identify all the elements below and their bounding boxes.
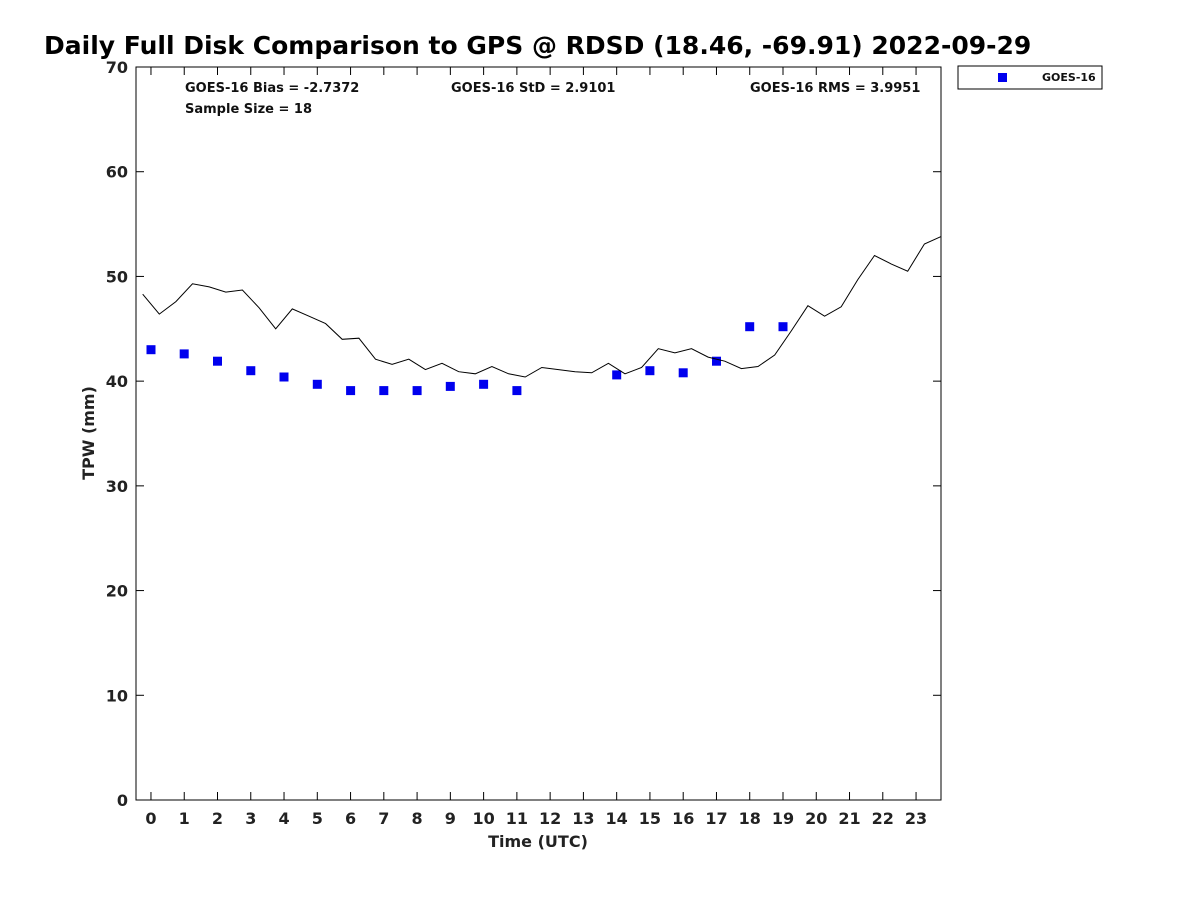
- x-tick-label: 10: [472, 809, 494, 828]
- x-tick-label: 6: [345, 809, 356, 828]
- goes16-point: [479, 379, 489, 389]
- y-tick-label: 60: [106, 163, 128, 182]
- goes16-point: [678, 368, 688, 378]
- legend: GOES-16: [957, 65, 1103, 90]
- legend-box: [957, 65, 1103, 90]
- goes16-point: [612, 370, 622, 380]
- sample-size-stat: Sample Size = 18: [185, 102, 312, 117]
- goes16-point: [312, 379, 322, 389]
- x-tick-label: 0: [145, 809, 156, 828]
- x-tick-label: 2: [212, 809, 223, 828]
- x-tick-label: 17: [705, 809, 727, 828]
- x-tick-label: 23: [905, 809, 927, 828]
- rms-stat: GOES-16 RMS = 3.9951: [750, 81, 920, 96]
- goes16-point: [445, 381, 455, 391]
- y-tick-label: 0: [117, 791, 128, 810]
- x-axis-label: Time (UTC): [488, 832, 588, 851]
- y-tick-label: 30: [106, 477, 128, 496]
- gps-line: [142, 236, 942, 378]
- x-tick-label: 16: [672, 809, 694, 828]
- goes16-point: [778, 322, 788, 332]
- goes16-point: [179, 349, 189, 359]
- y-tick-label: 50: [106, 267, 128, 286]
- bias-stat: GOES-16 Bias = -2.7372: [185, 81, 359, 96]
- y-tick-label: 10: [106, 686, 128, 705]
- legend-marker-goes16: [998, 73, 1007, 82]
- goes16-point: [745, 322, 755, 332]
- x-tick-label: 11: [506, 809, 528, 828]
- x-tick-label: 9: [445, 809, 456, 828]
- x-tick-label: 7: [378, 809, 389, 828]
- x-tick-label: 15: [639, 809, 661, 828]
- x-axis: 0 1 2 3 4 5 6 7 8 9 10 11 12 13 14 15 16 17 18 19 20 21 22 23: [145, 67, 927, 828]
- goes16-point: [346, 386, 356, 396]
- plot-area: [135, 66, 942, 801]
- y-tick-label: 70: [106, 58, 128, 77]
- std-stat: GOES-16 StD = 2.9101: [451, 81, 615, 96]
- x-tick-label: 20: [805, 809, 827, 828]
- x-tick-label: 13: [572, 809, 594, 828]
- x-tick-label: 5: [312, 809, 323, 828]
- goes16-point: [412, 386, 422, 396]
- goes16-point: [645, 366, 655, 376]
- legend-label-goes16: GOES-16: [1042, 71, 1096, 84]
- goes16-point: [246, 366, 256, 376]
- x-tick-label: 3: [245, 809, 256, 828]
- goes16-point: [379, 386, 389, 396]
- series-layer: [142, 236, 942, 396]
- y-tick-label: 40: [106, 372, 128, 391]
- x-tick-label: 14: [606, 809, 628, 828]
- x-tick-label: 12: [539, 809, 561, 828]
- x-tick-label: 4: [278, 809, 289, 828]
- y-tick-label: 20: [106, 582, 128, 601]
- x-tick-label: 19: [772, 809, 794, 828]
- goes16-point: [213, 356, 222, 366]
- chart-title: Daily Full Disk Comparison to GPS @ RDSD…: [44, 31, 1031, 60]
- goes16-point: [279, 372, 289, 382]
- y-axis-label: TPW (mm): [79, 386, 98, 480]
- x-tick-label: 18: [739, 809, 761, 828]
- x-tick-label: 21: [838, 809, 860, 828]
- goes16-point: [712, 356, 721, 366]
- y-axis: 0 10 20 30 40 50 60 70: [106, 58, 941, 810]
- x-tick-label: 8: [412, 809, 423, 828]
- goes16-point: [512, 386, 522, 396]
- x-tick-label: 1: [179, 809, 190, 828]
- goes16-point: [146, 345, 156, 355]
- x-tick-label: 22: [872, 809, 894, 828]
